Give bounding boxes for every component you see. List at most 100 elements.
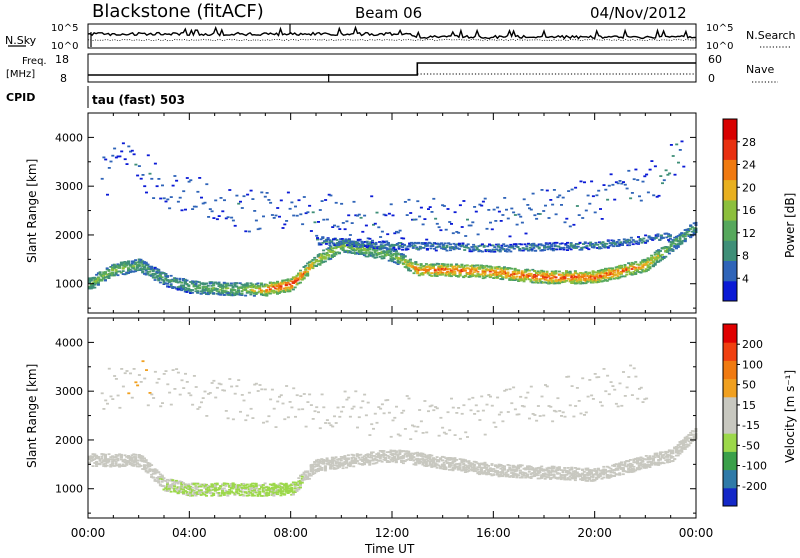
- heatmap-cell: [141, 456, 144, 458]
- heatmap-cell: [331, 226, 334, 228]
- heatmap-cell: [156, 185, 159, 187]
- heatmap-cell: [325, 241, 328, 243]
- heatmap-cell: [377, 226, 380, 228]
- heatmap-cell: [230, 284, 233, 286]
- heatmap-cell: [507, 218, 510, 220]
- heatmap-cell: [106, 194, 109, 196]
- heatmap-cell: [299, 213, 302, 215]
- heatmap-cell: [132, 265, 135, 267]
- heatmap-cell: [486, 228, 489, 230]
- heatmap-cell: [453, 457, 456, 459]
- colorbar-segment: [723, 220, 737, 241]
- heatmap-cell: [427, 273, 430, 275]
- heatmap-cell: [283, 493, 286, 495]
- heatmap-cell: [205, 495, 208, 497]
- heatmap-cell: [99, 460, 102, 462]
- heatmap-cell: [241, 207, 244, 209]
- heatmap-cell: [108, 453, 111, 455]
- heatmap-cell: [638, 195, 641, 197]
- heatmap-cell: [148, 271, 151, 273]
- heatmap-cell: [301, 482, 304, 484]
- heatmap-cell: [634, 273, 637, 275]
- heatmap-cell: [491, 228, 494, 230]
- heatmap-cell: [140, 178, 143, 180]
- heatmap-cell: [627, 170, 630, 172]
- heatmap-cell: [501, 276, 504, 278]
- heatmap-cell: [221, 288, 224, 290]
- heatmap-cell: [619, 180, 622, 182]
- heatmap-cell: [587, 195, 590, 197]
- heatmap-cell: [173, 485, 176, 487]
- heatmap-cell: [304, 265, 307, 267]
- heatmap-cell: [258, 287, 261, 289]
- heatmap-cell: [104, 272, 107, 274]
- heatmap-cell: [196, 290, 199, 292]
- heatmap-cell: [93, 287, 96, 289]
- freq-right-label: Nave: [746, 63, 774, 76]
- heatmap-cell: [593, 246, 596, 248]
- heatmap-cell: [578, 214, 581, 216]
- heatmap-cell: [611, 184, 614, 186]
- heatmap-cell: [675, 238, 678, 240]
- heatmap-cell: [306, 211, 309, 213]
- heatmap-cell: [493, 209, 496, 211]
- heatmap-cell: [475, 211, 478, 213]
- heatmap-cell: [390, 203, 393, 205]
- heatmap-cell: [226, 495, 229, 497]
- heatmap-cell: [218, 492, 221, 494]
- heatmap-cell: [343, 242, 346, 244]
- heatmap-cell: [338, 228, 341, 230]
- colorbar-segment: [723, 119, 737, 140]
- heatmap-cell: [281, 487, 284, 489]
- heatmap-cell: [446, 246, 449, 248]
- heatmap-cell: [223, 199, 226, 201]
- heatmap-cell: [218, 291, 221, 293]
- heatmap-cell: [682, 166, 685, 168]
- heatmap-cell: [242, 495, 245, 497]
- heatmap-cell: [205, 183, 208, 185]
- heatmap-cell: [294, 287, 297, 289]
- heatmap-cell: [511, 245, 514, 247]
- heatmap-cell: [166, 482, 169, 484]
- heatmap-cell: [370, 195, 373, 197]
- heatmap-cell: [317, 221, 320, 223]
- heatmap-cell: [561, 243, 564, 245]
- colorbar-segment: [723, 139, 737, 160]
- heatmap-cell: [308, 205, 311, 207]
- heatmap-cell: [122, 142, 125, 144]
- heatmap-cell: [220, 197, 223, 199]
- heatmap-cell: [411, 262, 414, 264]
- beam-label: Beam 06: [355, 4, 422, 22]
- heatmap-cell: [564, 221, 567, 223]
- heatmap-cell: [515, 276, 518, 278]
- y-tick-label: 1000: [55, 278, 83, 291]
- heatmap-cell: [230, 283, 233, 285]
- heatmap-cell: [126, 163, 129, 165]
- heatmap-cell: [670, 245, 673, 247]
- colorbar-tick-label: 4: [742, 272, 749, 285]
- heatmap-cell: [320, 467, 323, 469]
- heatmap-cell: [523, 198, 526, 200]
- heatmap-cell: [588, 272, 591, 274]
- heatmap-cell: [461, 243, 464, 245]
- heatmap-cell: [182, 285, 185, 287]
- heatmap-cell: [102, 157, 105, 159]
- heatmap-cell: [195, 206, 198, 208]
- heatmap-cell: [537, 270, 540, 272]
- heatmap-cell: [223, 494, 226, 496]
- heatmap-cell: [684, 235, 687, 237]
- heatmap-cell: [546, 271, 549, 273]
- heatmap-cell: [462, 200, 465, 202]
- heatmap-cell: [106, 465, 109, 467]
- heatmap-cell: [574, 187, 577, 189]
- heatmap-cell: [152, 477, 155, 479]
- colorbar-segment: [723, 261, 737, 282]
- heatmap-cell: [326, 252, 329, 254]
- heatmap-cell: [296, 215, 299, 217]
- heatmap-cell: [368, 462, 371, 464]
- freq-left-tick-top: 18: [55, 53, 69, 66]
- heatmap-cell: [175, 279, 178, 281]
- heatmap-cell: [267, 199, 270, 201]
- heatmap-cell: [473, 271, 476, 273]
